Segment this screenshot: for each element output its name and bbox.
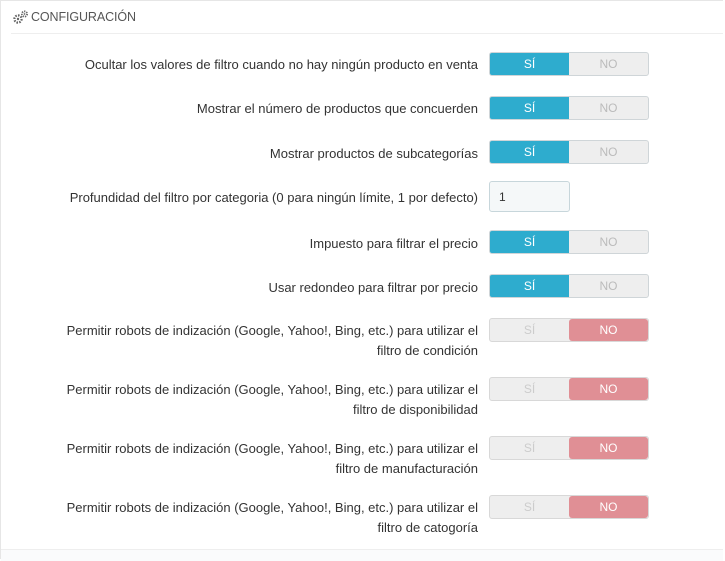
price-rounding-switch[interactable]: SÍ NO: [489, 274, 649, 298]
no-option[interactable]: NO: [599, 279, 618, 293]
yes-option[interactable]: SÍ: [490, 141, 569, 163]
yes-option[interactable]: SÍ: [490, 231, 569, 253]
setting-label: Usar redondeo para filtrar por precio: [268, 280, 478, 295]
yes-option[interactable]: SÍ: [490, 53, 569, 75]
setting-label: Profundidad del filtro por categoria (0 …: [69, 190, 478, 205]
show-subcategory-products-switch[interactable]: SÍ NO: [489, 140, 649, 164]
no-option[interactable]: NO: [569, 378, 648, 400]
yes-option[interactable]: SÍ: [523, 382, 536, 396]
setting-label-line1: Permitir robots de indización (Google, Y…: [66, 382, 478, 397]
no-option[interactable]: NO: [599, 145, 618, 159]
setting-label: Impuesto para filtrar el precio: [309, 236, 478, 251]
price-tax-switch[interactable]: SÍ NO: [489, 230, 649, 254]
setting-label-line2: filtro de catogoría: [377, 520, 478, 535]
yes-option[interactable]: SÍ: [523, 441, 536, 455]
setting-label-line1: Permitir robots de indización (Google, Y…: [66, 441, 478, 456]
hide-filter-values-switch[interactable]: SÍ NO: [489, 52, 649, 76]
setting-label: Mostrar productos de subcategorías: [269, 146, 478, 161]
no-option[interactable]: NO: [569, 319, 648, 341]
yes-option[interactable]: SÍ: [523, 323, 536, 337]
no-option[interactable]: NO: [569, 496, 648, 518]
robots-condition-switch[interactable]: SÍ NO: [489, 318, 649, 342]
yes-option[interactable]: SÍ: [523, 500, 536, 514]
setting-label-line2: filtro de disponibilidad: [352, 402, 478, 417]
setting-label: Mostrar el número de productos que concu…: [196, 101, 478, 116]
robots-availability-switch[interactable]: SÍ NO: [489, 377, 649, 401]
no-option[interactable]: NO: [599, 57, 618, 71]
yes-option[interactable]: SÍ: [490, 97, 569, 119]
setting-label: Ocultar los valores de filtro cuando no …: [84, 57, 478, 72]
panel-title: CONFIGURACIÓN: [31, 10, 136, 24]
no-option[interactable]: NO: [569, 437, 648, 459]
setting-label-line1: Permitir robots de indización (Google, Y…: [66, 323, 478, 338]
panel-footer: [1, 549, 723, 561]
no-option[interactable]: NO: [599, 235, 618, 249]
setting-label-line2: filtro de condición: [376, 343, 478, 358]
category-filter-depth-input[interactable]: [489, 181, 570, 212]
panel-heading: CONFIGURACIÓN: [11, 1, 723, 34]
setting-label-line1: Permitir robots de indización (Google, Y…: [66, 500, 478, 515]
yes-option[interactable]: SÍ: [490, 275, 569, 297]
no-option[interactable]: NO: [599, 101, 618, 115]
cogs-icon: [13, 10, 29, 24]
show-product-count-switch[interactable]: SÍ NO: [489, 96, 649, 120]
robots-category-switch[interactable]: SÍ NO: [489, 495, 649, 519]
setting-label-line2: filtro de manufacturación: [335, 461, 478, 476]
robots-manufacturer-switch[interactable]: SÍ NO: [489, 436, 649, 460]
